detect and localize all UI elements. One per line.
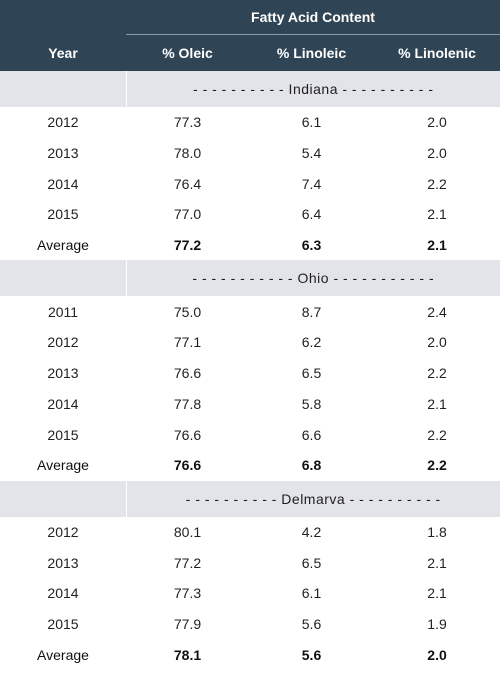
oleic-cell: 77.2 [173, 554, 202, 571]
linoleic-cell: 5.8 [301, 395, 322, 412]
average-linoleic-cell: 6.8 [301, 457, 322, 474]
year-cell: 2014 [47, 395, 79, 412]
year-cell: 2012 [47, 334, 79, 351]
oleic-cell: 77.1 [173, 334, 202, 351]
table-row: 2014 76.4 7.4 2.2 [0, 168, 500, 199]
table-row: 2014 77.3 6.1 2.1 [0, 578, 500, 609]
oleic-cell: 76.6 [173, 365, 202, 382]
region-section-header: - - - - - - - - - - Delmarva - - - - - -… [0, 480, 500, 517]
average-label: Average [37, 457, 89, 474]
linolenic-cell: 2.2 [427, 365, 447, 382]
linoleic-cell: 6.2 [301, 334, 322, 351]
oleic-cell: 77.0 [173, 206, 202, 223]
table-row: 2015 77.0 6.4 2.1 [0, 199, 500, 230]
average-row: Average 78.1 5.6 2.0 [0, 639, 500, 670]
linolenic-cell: 1.9 [427, 615, 447, 632]
oleic-cell: 77.8 [173, 395, 202, 412]
oleic-cell: 76.4 [173, 175, 202, 192]
table-row: 2014 77.8 5.8 2.1 [0, 389, 500, 420]
year-cell: 2014 [47, 175, 79, 192]
year-cell: 2012 [47, 523, 79, 540]
table-row: 2015 77.9 5.6 1.9 [0, 609, 500, 640]
oleic-cell: 77.3 [173, 114, 202, 131]
linolenic-cell: 2.1 [427, 585, 447, 602]
average-linolenic-cell: 2.1 [427, 237, 447, 254]
region-spacer [0, 480, 126, 517]
year-cell: 2015 [47, 615, 79, 632]
linoleic-cell: 6.6 [301, 426, 322, 443]
region-section-header: - - - - - - - - - - Indiana - - - - - - … [0, 71, 500, 107]
header-spacer [0, 0, 126, 35]
linolenic-cell: 2.1 [427, 206, 447, 223]
oleic-cell: 78.0 [173, 145, 202, 162]
linolenic-cell: 2.4 [427, 303, 447, 320]
column-header-oleic: % Oleic [126, 34, 249, 71]
linoleic-cell: 6.1 [301, 585, 322, 602]
oleic-cell: 75.0 [173, 303, 202, 320]
region-label: - - - - - - - - - - Indiana - - - - - - … [125, 71, 500, 107]
year-cell: 2013 [47, 365, 79, 382]
table-row: 2012 77.3 6.1 2.0 [0, 107, 500, 138]
average-label: Average [37, 237, 89, 254]
oleic-cell: 76.6 [173, 426, 202, 443]
average-oleic-cell: 76.6 [173, 457, 202, 474]
year-cell: 2012 [47, 114, 79, 131]
year-cell: 2013 [47, 145, 79, 162]
linolenic-cell: 2.0 [427, 145, 447, 162]
average-linoleic-cell: 5.6 [301, 646, 322, 663]
linolenic-cell: 1.8 [427, 523, 447, 540]
oleic-cell: 77.3 [173, 585, 202, 602]
region-section-header: - - - - - - - - - - - Ohio - - - - - - -… [0, 260, 500, 297]
table-header: Fatty Acid Content Year % Oleic % Linole… [0, 0, 500, 71]
column-header-linoleic: % Linoleic [249, 34, 374, 71]
linoleic-cell: 7.4 [301, 175, 322, 192]
average-linolenic-cell: 2.0 [427, 646, 447, 663]
linolenic-cell: 2.1 [427, 554, 447, 571]
linoleic-cell: 8.7 [301, 303, 322, 320]
average-label: Average [37, 646, 89, 663]
table-row: 2011 75.0 8.7 2.4 [0, 296, 500, 327]
linoleic-cell: 4.2 [301, 523, 322, 540]
linoleic-cell: 6.4 [301, 206, 322, 223]
table-row: 2012 80.1 4.2 1.8 [0, 517, 500, 548]
linoleic-cell: 5.4 [301, 145, 322, 162]
linoleic-cell: 5.6 [301, 615, 322, 632]
linoleic-cell: 6.5 [301, 365, 322, 382]
year-cell: 2015 [47, 206, 79, 223]
year-cell: 2013 [47, 554, 79, 571]
column-header-linolenic: % Linolenic [374, 34, 500, 71]
linolenic-cell: 2.0 [427, 114, 447, 131]
average-linoleic-cell: 6.3 [301, 237, 322, 254]
table-body: - - - - - - - - - - Indiana - - - - - - … [0, 71, 500, 670]
column-header-year: Year [0, 34, 126, 71]
group-header-fatty-acid-content: Fatty Acid Content [126, 0, 500, 35]
region-label: - - - - - - - - - - - Ohio - - - - - - -… [125, 260, 500, 297]
table-row: 2013 77.2 6.5 2.1 [0, 547, 500, 578]
average-linolenic-cell: 2.2 [427, 457, 447, 474]
average-row: Average 77.2 6.3 2.1 [0, 230, 500, 261]
average-oleic-cell: 78.1 [173, 646, 202, 663]
average-row: Average 76.6 6.8 2.2 [0, 450, 500, 481]
table-row: 2015 76.6 6.6 2.2 [0, 419, 500, 450]
oleic-cell: 77.9 [173, 615, 202, 632]
region-spacer [0, 71, 126, 107]
linolenic-cell: 2.0 [427, 334, 447, 351]
year-cell: 2014 [47, 585, 79, 602]
year-cell: 2015 [47, 426, 79, 443]
linolenic-cell: 2.2 [427, 175, 447, 192]
region-spacer [0, 260, 126, 297]
linolenic-cell: 2.1 [427, 395, 447, 412]
table-row: 2013 76.6 6.5 2.2 [0, 358, 500, 389]
region-label: - - - - - - - - - - Delmarva - - - - - -… [125, 480, 500, 517]
table-row: 2013 78.0 5.4 2.0 [0, 138, 500, 169]
linolenic-cell: 2.2 [427, 426, 447, 443]
year-cell: 2011 [47, 303, 79, 320]
table-row: 2012 77.1 6.2 2.0 [0, 327, 500, 358]
linoleic-cell: 6.5 [301, 554, 322, 571]
average-oleic-cell: 77.2 [173, 237, 202, 254]
oleic-cell: 80.1 [173, 523, 202, 540]
linoleic-cell: 6.1 [301, 114, 322, 131]
